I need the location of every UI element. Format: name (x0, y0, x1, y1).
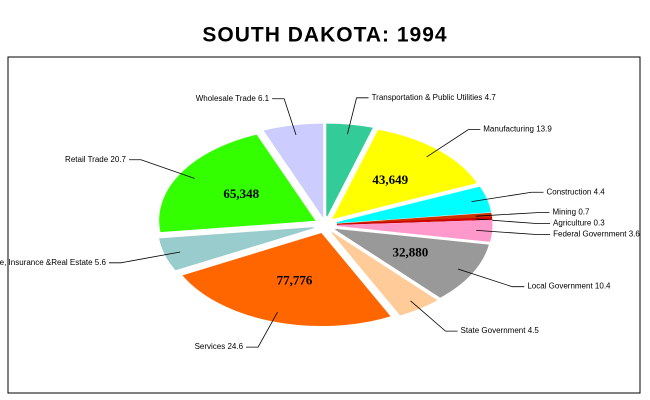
slice-label: Wholesale Trade 6.1 (196, 94, 270, 103)
slice-value: 0.7 (578, 208, 590, 217)
slice-label: Agriculture 0.3 (553, 219, 605, 228)
leader-line (410, 300, 458, 332)
slice-name: Manufacturing (483, 125, 534, 134)
slice-value: 4.7 (485, 93, 497, 102)
leader-line (471, 191, 544, 203)
leader-line (476, 229, 551, 236)
slice-label: Federal Government 3.6 (553, 230, 640, 239)
leader-line (457, 268, 525, 288)
slice-count: 77,776 (277, 273, 313, 288)
slice-name: Services (195, 342, 226, 351)
slice-name: Retail Trade (65, 155, 109, 164)
slice-name: State Government (461, 326, 527, 335)
slice-count: 32,880 (392, 245, 428, 260)
leader-line (476, 218, 551, 225)
slice-name: Transportation & Public Utilities (372, 93, 483, 102)
pie-slice (336, 219, 493, 242)
slice-name: Finance, Insurance &Real Estate (0, 258, 93, 267)
slice-name: Mining (553, 208, 577, 217)
slice-value: 20.7 (110, 155, 126, 164)
chart-frame (7, 56, 641, 394)
slice-label: Construction 4.4 (546, 187, 605, 196)
slice-value: 6.1 (258, 94, 270, 103)
slice-label: Manufacturing 13.9 (483, 125, 552, 134)
slice-label: Mining 0.7 (553, 208, 590, 217)
slice-label: Retail Trade 20.7 (65, 155, 126, 164)
leader-line (426, 129, 481, 158)
slice-value: 10.4 (595, 282, 611, 291)
slice-name: Construction (546, 187, 591, 196)
leader-line (129, 159, 195, 179)
slice-label: Finance, Insurance &Real Estate 5.6 (0, 258, 106, 267)
leader-line (347, 97, 369, 135)
slice-label: State Government 4.5 (461, 326, 540, 335)
slice-value: 13.9 (536, 125, 552, 134)
slice-label: Local Government 10.4 (527, 282, 611, 291)
slice-name: Federal Government (553, 230, 627, 239)
slice-value: 0.3 (594, 219, 606, 228)
leader-line (272, 98, 297, 136)
slice-value: 3.6 (629, 230, 641, 239)
slice-value: 24.6 (227, 342, 243, 351)
slice-value: 4.5 (528, 326, 540, 335)
slice-value: 5.6 (95, 258, 107, 267)
slice-count: 43,649 (372, 172, 408, 187)
slice-label: Transportation & Public Utilities 4.7 (372, 93, 497, 102)
slice-count: 65,348 (223, 186, 259, 201)
leader-line (475, 212, 550, 217)
chart-title: SOUTH DAKOTA: 1994 (202, 24, 447, 47)
leader-line (108, 251, 181, 264)
leader-line (246, 311, 278, 348)
slice-name: Local Government (527, 282, 593, 291)
slice-name: Agriculture (553, 219, 592, 228)
slice-label: Services 24.6 (195, 342, 244, 351)
slice-name: Wholesale Trade (196, 94, 257, 103)
slice-value: 4.4 (594, 187, 606, 196)
pie-slice (336, 217, 493, 225)
